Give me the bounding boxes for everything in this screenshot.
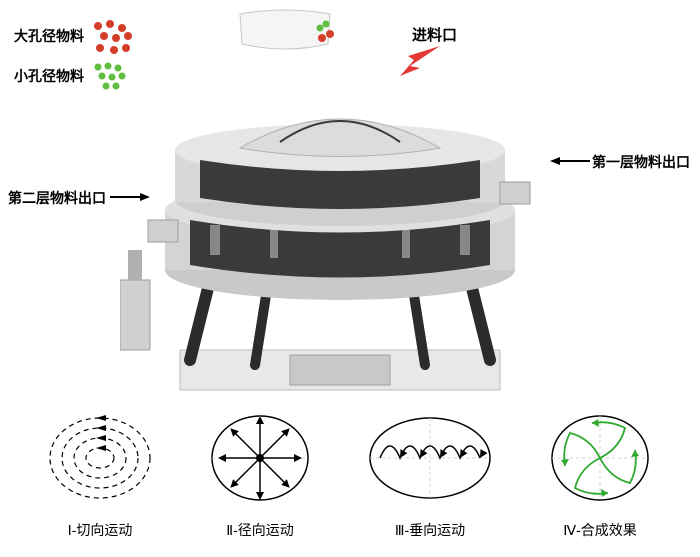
feed-bag (230, 6, 340, 71)
feed-inlet-label: 进料口 (412, 24, 457, 45)
motion-label-2: Ⅱ-径向运动 (226, 520, 294, 540)
sieve-machine (120, 70, 560, 405)
spiral-icon (40, 408, 160, 508)
vertical-icon (360, 408, 500, 508)
legend-small-label: 小孔径物料 (14, 66, 84, 86)
roman-3: Ⅲ (395, 522, 405, 538)
mlabel-4: 合成效果 (581, 522, 637, 538)
roman-2: Ⅱ (226, 522, 233, 538)
mlabel-3: 垂向运动 (409, 522, 465, 538)
outlet2-label: 第二层物料出口 (8, 188, 106, 208)
motion-tangential: Ⅰ-切向运动 (40, 408, 160, 540)
composite-icon (540, 408, 660, 508)
mlabel-2: 径向运动 (238, 522, 294, 538)
roman-4: Ⅳ (563, 522, 576, 538)
motion-composite: Ⅳ-合成效果 (540, 408, 660, 540)
radial-icon (200, 408, 320, 508)
legend-large-particles (90, 20, 140, 61)
motion-label-4: Ⅳ-合成效果 (563, 520, 637, 540)
motion-radial: Ⅱ-径向运动 (200, 408, 320, 540)
motion-label-1: Ⅰ-切向运动 (68, 520, 133, 540)
motion-vertical: Ⅲ-垂向运动 (360, 408, 500, 540)
motion-label-3: Ⅲ-垂向运动 (395, 520, 465, 540)
legend-large-label: 大孔径物料 (14, 26, 84, 46)
roman-1: Ⅰ (68, 522, 72, 538)
mlabel-1: 切向运动 (76, 522, 132, 538)
outlet1-label: 第一层物料出口 (592, 152, 690, 172)
motion-diagrams: Ⅰ-切向运动 Ⅱ-径向运动 (0, 408, 700, 540)
